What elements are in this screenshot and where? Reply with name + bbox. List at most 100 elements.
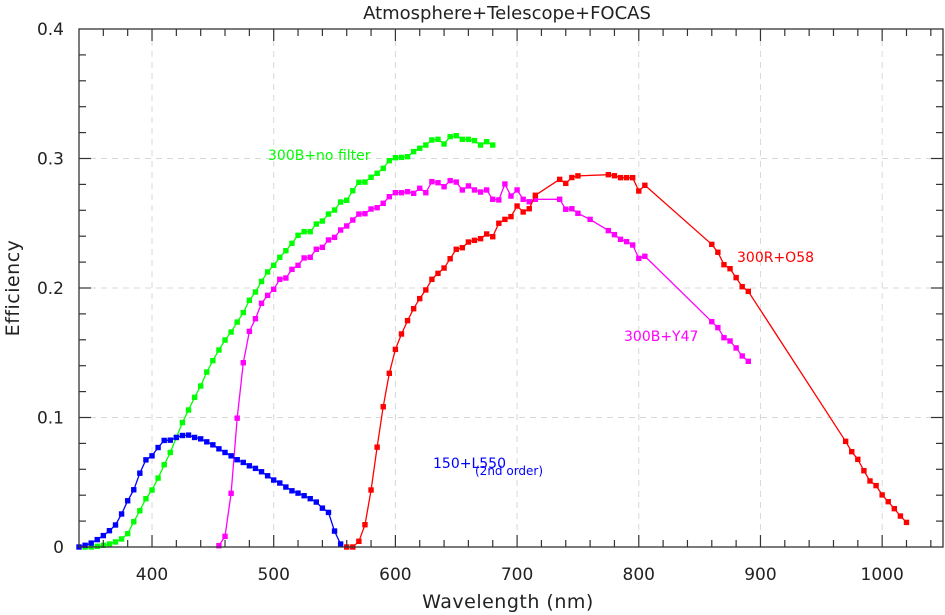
data-point bbox=[252, 289, 259, 295]
data-point bbox=[745, 288, 751, 295]
series-label-300r-o58: 300R+O58 bbox=[737, 250, 814, 266]
data-point bbox=[435, 270, 441, 277]
data-point bbox=[398, 189, 405, 196]
data-point bbox=[222, 533, 228, 540]
data-point bbox=[173, 434, 180, 441]
data-point bbox=[337, 199, 344, 205]
data-point bbox=[380, 165, 386, 172]
data-point bbox=[289, 266, 295, 273]
data-point bbox=[204, 369, 210, 375]
data-point bbox=[362, 179, 368, 185]
data-point bbox=[289, 240, 295, 247]
data-point bbox=[216, 347, 222, 353]
data-point bbox=[526, 206, 532, 212]
data-point bbox=[617, 236, 624, 243]
data-point bbox=[149, 453, 155, 459]
data-point bbox=[435, 180, 441, 186]
data-point bbox=[386, 158, 393, 164]
data-point bbox=[423, 287, 429, 293]
data-point bbox=[709, 318, 715, 325]
data-point bbox=[337, 227, 344, 233]
data-point bbox=[380, 404, 386, 410]
data-point bbox=[325, 509, 332, 516]
data-point bbox=[897, 513, 904, 519]
y-axis-title: Efficiency bbox=[2, 240, 24, 337]
data-point bbox=[246, 328, 253, 335]
data-point bbox=[563, 206, 569, 212]
data-point bbox=[556, 176, 563, 183]
data-point bbox=[216, 543, 222, 549]
data-point bbox=[873, 482, 879, 489]
data-point bbox=[258, 469, 265, 475]
data-point bbox=[246, 463, 253, 469]
data-point bbox=[727, 338, 733, 344]
data-point bbox=[319, 505, 326, 511]
data-point bbox=[721, 261, 727, 268]
data-point bbox=[465, 136, 472, 143]
data-point bbox=[82, 542, 88, 549]
series-line bbox=[346, 174, 907, 548]
data-point bbox=[362, 522, 368, 528]
data-point bbox=[392, 189, 399, 196]
data-point bbox=[477, 189, 484, 195]
data-point bbox=[404, 153, 411, 160]
series-150-l550 bbox=[76, 432, 344, 550]
data-point bbox=[301, 493, 307, 499]
series-label-150-l550: 150+L550 bbox=[433, 456, 506, 472]
data-point bbox=[477, 235, 484, 242]
data-point bbox=[319, 244, 326, 251]
data-point bbox=[861, 468, 867, 474]
data-point bbox=[307, 254, 313, 261]
data-point bbox=[563, 180, 569, 187]
chart-title: Atmosphere+Telescope+FOCAS bbox=[363, 3, 651, 24]
data-point bbox=[556, 196, 563, 202]
data-point bbox=[100, 532, 107, 539]
data-point bbox=[234, 457, 240, 463]
data-point bbox=[271, 262, 277, 269]
data-point bbox=[453, 133, 459, 139]
data-point bbox=[417, 145, 423, 151]
data-point bbox=[331, 234, 338, 241]
data-point bbox=[118, 536, 125, 542]
data-point bbox=[337, 541, 344, 547]
data-point bbox=[185, 432, 192, 438]
data-point bbox=[112, 539, 119, 545]
data-point bbox=[441, 265, 447, 271]
data-point bbox=[277, 480, 283, 486]
data-point bbox=[569, 174, 575, 181]
data-point bbox=[234, 415, 240, 421]
data-point bbox=[210, 442, 216, 448]
data-point bbox=[605, 227, 612, 234]
data-point bbox=[532, 192, 539, 198]
data-point bbox=[429, 178, 435, 185]
data-point bbox=[642, 253, 648, 259]
data-point bbox=[258, 300, 265, 306]
data-point bbox=[429, 137, 435, 143]
data-point bbox=[368, 487, 374, 493]
data-point bbox=[885, 498, 891, 505]
data-point bbox=[447, 133, 453, 140]
x-tick-label: 1000 bbox=[861, 565, 904, 585]
data-point bbox=[344, 197, 350, 204]
data-point bbox=[447, 177, 453, 184]
data-point bbox=[197, 383, 204, 389]
data-point bbox=[496, 220, 502, 226]
series-300r-o58 bbox=[344, 171, 910, 550]
data-point bbox=[137, 470, 143, 476]
data-point bbox=[137, 508, 143, 514]
data-point bbox=[252, 315, 259, 322]
data-point bbox=[368, 206, 374, 212]
data-point bbox=[733, 345, 739, 351]
data-point bbox=[611, 231, 618, 238]
series-300b-y47 bbox=[216, 177, 751, 549]
data-point bbox=[709, 241, 715, 248]
data-point bbox=[228, 453, 234, 459]
data-point bbox=[715, 324, 721, 331]
data-point bbox=[356, 538, 362, 545]
data-point bbox=[325, 237, 332, 243]
data-point bbox=[234, 319, 240, 325]
data-point bbox=[155, 444, 161, 451]
data-point bbox=[441, 184, 447, 190]
data-point bbox=[161, 437, 167, 444]
